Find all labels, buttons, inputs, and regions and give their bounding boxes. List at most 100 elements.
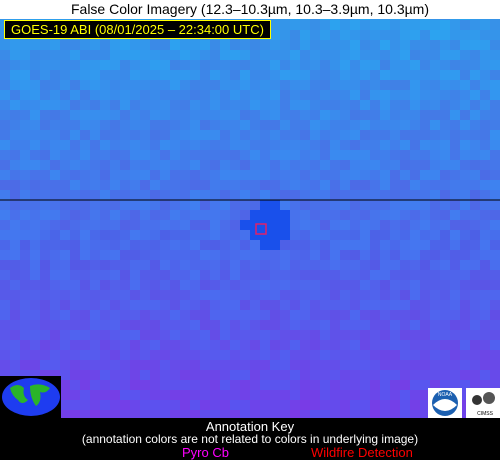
pixel-block — [120, 360, 130, 370]
pixel-block — [160, 110, 170, 120]
pixel-block — [100, 210, 110, 220]
pixel-block — [280, 90, 290, 100]
pixel-block — [120, 240, 130, 250]
pixel-block — [160, 170, 170, 180]
pixel-block — [160, 260, 170, 270]
pixel-block — [110, 340, 120, 350]
pixel-block — [490, 280, 500, 290]
pixel-block — [450, 290, 460, 300]
pixel-block — [230, 210, 240, 220]
pixel-block — [110, 190, 120, 200]
pixel-block — [340, 250, 350, 260]
pixel-block — [50, 270, 60, 280]
pixel-block — [450, 280, 460, 290]
pixel-block — [300, 260, 310, 270]
pixel-block — [450, 380, 460, 390]
pixel-block — [230, 330, 240, 340]
pixel-block — [430, 330, 440, 340]
pixel-block — [190, 270, 200, 280]
pixel-block — [320, 320, 330, 330]
pixel-block — [260, 340, 270, 350]
pixel-block — [430, 370, 440, 380]
pixel-block — [420, 320, 430, 330]
pixel-block — [410, 160, 420, 170]
pixel-block — [140, 290, 150, 300]
pixel-block — [450, 170, 460, 180]
pixel-block — [410, 380, 420, 390]
pixel-block — [340, 100, 350, 110]
pixel-block — [180, 250, 190, 260]
pixel-block — [420, 40, 430, 50]
pixel-block — [200, 160, 210, 170]
pixel-block — [400, 160, 410, 170]
pixel-block — [10, 80, 20, 90]
pixel-block — [140, 280, 150, 290]
pixel-block — [370, 200, 380, 210]
pixel-block — [390, 50, 400, 60]
pixel-block — [130, 190, 140, 200]
pixel-block — [290, 250, 300, 260]
pixel-block — [420, 310, 430, 320]
pixel-block — [110, 380, 120, 390]
pixel-block — [290, 50, 300, 60]
pixel-block — [390, 60, 400, 70]
pixel-block — [40, 140, 50, 150]
pixel-block — [420, 100, 430, 110]
pixel-block — [240, 140, 250, 150]
pixel-block — [410, 270, 420, 280]
pixel-block — [490, 380, 500, 390]
pixel-block — [470, 110, 480, 120]
pixel-block — [320, 110, 330, 120]
pixel-block — [450, 180, 460, 190]
pixel-block — [230, 90, 240, 100]
pixel-block — [100, 360, 110, 370]
pixel-block — [410, 410, 420, 420]
pixel-block — [450, 50, 460, 60]
pixel-block — [370, 380, 380, 390]
pixel-block — [350, 180, 360, 190]
pixel-block — [310, 210, 320, 220]
pixel-block — [450, 210, 460, 220]
pixel-block — [0, 210, 10, 220]
pixel-block — [310, 320, 320, 330]
pixel-block — [10, 70, 20, 80]
pixel-block — [420, 210, 430, 220]
pixel-block — [260, 210, 270, 220]
pixel-block — [200, 300, 210, 310]
pixel-block — [60, 60, 70, 70]
pixel-block — [360, 150, 370, 160]
pixel-block — [450, 130, 460, 140]
pixel-block — [170, 170, 180, 180]
pixel-block — [210, 60, 220, 70]
pixel-block — [390, 230, 400, 240]
pixel-block — [330, 40, 340, 50]
pixel-block — [0, 260, 10, 270]
pixel-block — [490, 350, 500, 360]
pixel-block — [310, 190, 320, 200]
pixel-block — [420, 90, 430, 100]
pixel-block — [400, 230, 410, 240]
pixel-block — [120, 50, 130, 60]
pixel-block — [130, 330, 140, 340]
pixel-block — [260, 110, 270, 120]
pixel-block — [410, 330, 420, 340]
pixel-block — [450, 350, 460, 360]
pixel-block — [330, 90, 340, 100]
pixel-block — [470, 280, 480, 290]
pixel-block — [220, 120, 230, 130]
pixel-block — [320, 220, 330, 230]
pixel-block — [270, 20, 280, 30]
pixel-block — [320, 370, 330, 380]
pixel-block — [140, 50, 150, 60]
pixel-block — [110, 360, 120, 370]
pixel-block — [300, 220, 310, 230]
pixel-block — [40, 190, 50, 200]
pixel-block — [280, 410, 290, 420]
pixel-block — [390, 180, 400, 190]
pixel-block — [440, 80, 450, 90]
pixel-block — [190, 330, 200, 340]
pixel-block — [460, 400, 470, 410]
pixel-block — [370, 260, 380, 270]
pixel-block — [370, 130, 380, 140]
pixel-block — [400, 80, 410, 90]
